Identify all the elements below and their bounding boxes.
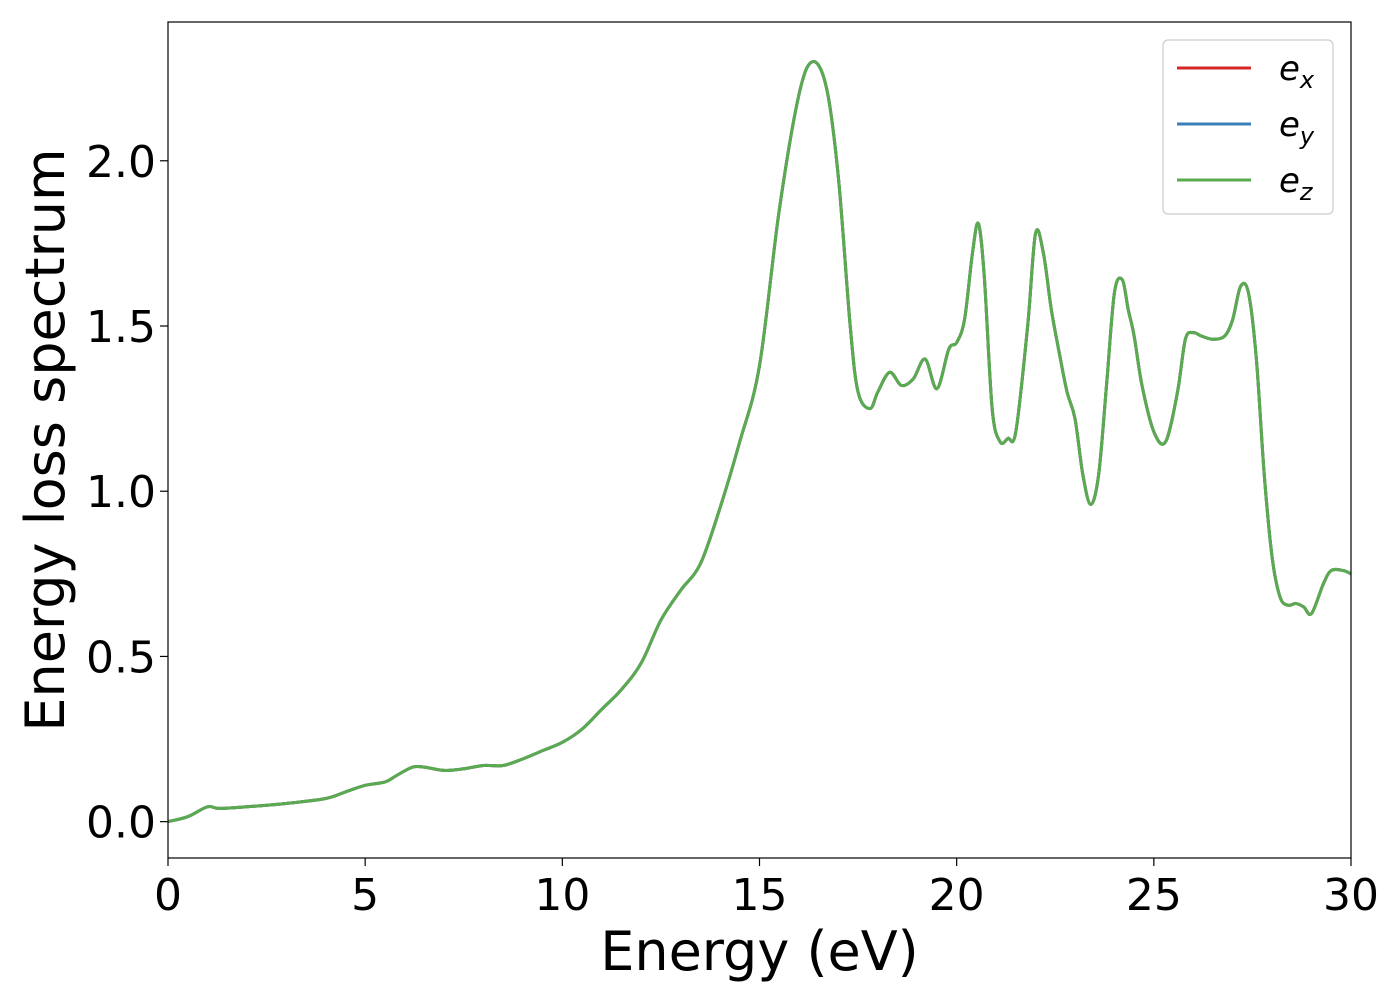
series-line-ez <box>167 60 1352 824</box>
y-axis: 0.0 0.5 1.0 1.5 2.0 <box>86 137 168 849</box>
series-layer <box>167 60 1352 824</box>
legend-label-ey: ey <box>1279 105 1315 150</box>
y-tick-label: 0.0 <box>86 798 156 849</box>
y-tick-label: 1.5 <box>86 302 156 353</box>
x-tick-label: 10 <box>534 870 590 921</box>
y-tick-label: 2.0 <box>86 137 156 188</box>
x-tick-label: 25 <box>1126 870 1182 921</box>
y-tick-label: 1.0 <box>86 467 156 518</box>
legend-label-ex: ex <box>1279 49 1315 94</box>
y-axis-label: Energy loss spectrum <box>14 148 77 731</box>
legend-box <box>1162 39 1334 215</box>
x-tick-label: 20 <box>929 870 985 921</box>
legend-label-ez: ez <box>1279 161 1314 206</box>
x-tick-label: 5 <box>351 870 379 921</box>
legend: ex ey ez <box>1162 39 1334 215</box>
x-axis: 0 5 10 15 20 25 30 <box>154 858 1379 921</box>
y-tick-label: 0.5 <box>86 632 156 683</box>
x-tick-label: 0 <box>154 870 182 921</box>
x-axis-label: Energy (eV) <box>600 920 919 983</box>
x-tick-label: 30 <box>1323 870 1379 921</box>
x-tick-label: 15 <box>732 870 788 921</box>
